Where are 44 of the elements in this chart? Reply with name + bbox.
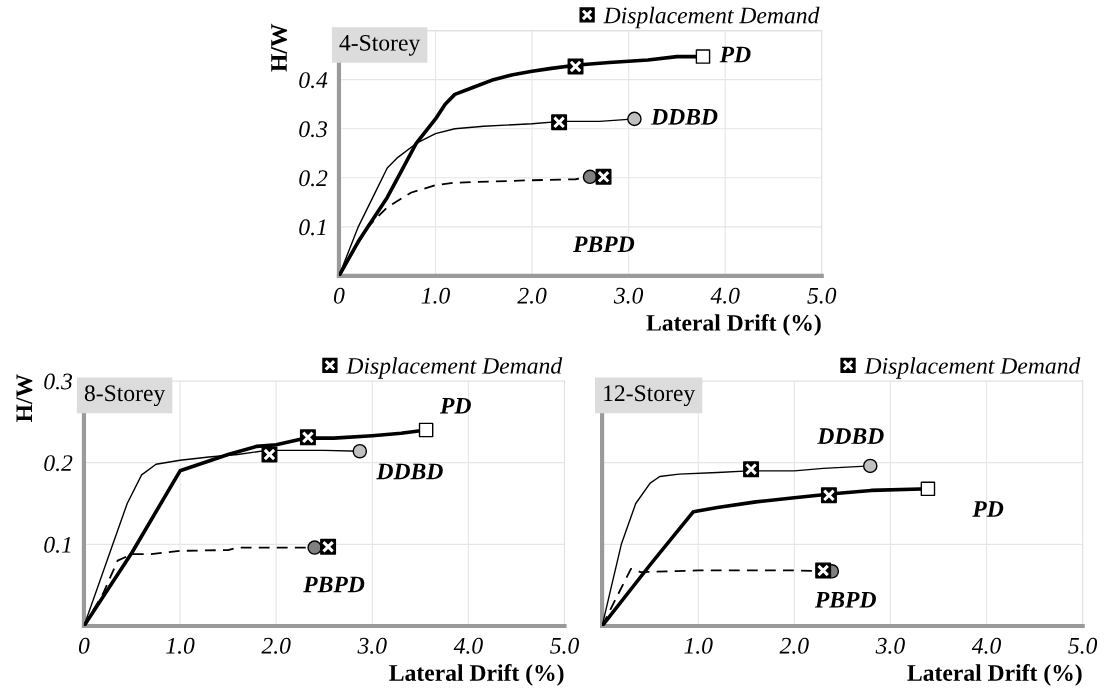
x-tick-label: 2.0 (517, 287, 547, 304)
x-tick-label: 5.0 (1068, 637, 1098, 654)
x-tick-label: 2.0 (261, 637, 291, 654)
x-axis-title: Lateral Drift (%) (907, 664, 1082, 686)
chart-title: 8-Storey (84, 385, 166, 407)
x-tick-label: 1.0 (166, 637, 195, 654)
legend-label: Displacement Demand (864, 357, 1081, 379)
chart-title: 4-Storey (339, 34, 421, 56)
text: PBPD (573, 236, 635, 252)
y-tick-label: 0.4 (299, 72, 328, 89)
series-label: PD (972, 501, 1004, 517)
x-tick-label: 5.0 (550, 637, 579, 654)
y-tick-label: 0.3 (44, 373, 73, 390)
x-tick-label: 3.0 (357, 637, 387, 654)
x-tick-label: 4.0 (453, 637, 483, 654)
x-tick-label: 1.0 (684, 637, 713, 654)
y-axis-title: H/W (16, 374, 33, 423)
y-tick-label: 0.3 (299, 121, 328, 138)
x-tick-label: 2.0 (779, 637, 809, 654)
x-tick-label: 3.0 (875, 637, 905, 654)
y-tick-label: 0.1 (44, 536, 71, 553)
y-tick-label: 0.2 (299, 170, 328, 187)
y-axis-title: H/W (271, 23, 288, 72)
series-label: PD (440, 397, 471, 414)
x-axis-title: Lateral Drift (%) (389, 664, 564, 686)
x-axis-title: Lateral Drift (%) (646, 313, 821, 336)
x-tick-label: 0 (78, 637, 90, 654)
y-tick-label: 0.1 (299, 219, 326, 236)
series-label: DDBD (376, 463, 443, 480)
legend-label: Displacement Demand (346, 357, 563, 379)
chart-title: 12-Storey (604, 385, 696, 407)
x-tick-label: 0 (333, 287, 345, 304)
legend-label: Displacement Demand (603, 6, 820, 29)
series-label: PD (719, 46, 751, 63)
x-tick-label: 4.0 (710, 287, 740, 304)
x-tick-label: 1.0 (421, 287, 450, 304)
x-tick-label: 4.0 (971, 637, 1002, 654)
series-label: DDBD (817, 428, 884, 444)
y-tick-label: 0.2 (44, 455, 73, 472)
x-tick-label: 5.0 (807, 287, 837, 304)
series-label: PBPD (814, 592, 876, 608)
series-label: DDBD (650, 109, 718, 125)
x-tick-label: 3.0 (613, 287, 644, 304)
series-label: PBPD (303, 576, 365, 593)
